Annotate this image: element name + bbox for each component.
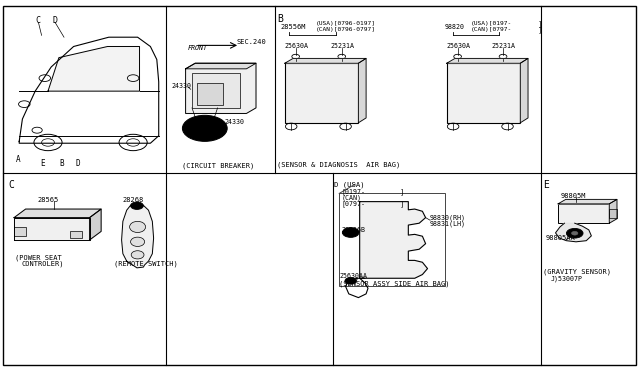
Polygon shape: [558, 199, 617, 204]
Bar: [197, 83, 223, 105]
Text: D: D: [52, 16, 58, 25]
Text: E: E: [543, 180, 548, 189]
Polygon shape: [358, 58, 366, 123]
Text: (REMOTE SWITCH): (REMOTE SWITCH): [114, 261, 178, 267]
Circle shape: [131, 202, 143, 209]
Text: E: E: [40, 159, 45, 168]
Text: (SENSOR & DIAGNOSIS  AIR BAG): (SENSOR & DIAGNOSIS AIR BAG): [277, 162, 401, 169]
Text: CONTROLER): CONTROLER): [21, 261, 63, 267]
Polygon shape: [186, 63, 256, 113]
Text: 25231A: 25231A: [330, 43, 355, 49]
Ellipse shape: [129, 221, 146, 232]
Text: A: A: [16, 155, 20, 164]
Polygon shape: [556, 223, 591, 242]
Text: J)53007P: J)53007P: [550, 275, 582, 282]
Text: 28565: 28565: [37, 197, 58, 203]
Polygon shape: [14, 209, 101, 218]
Text: 28556M: 28556M: [280, 24, 306, 30]
Circle shape: [566, 228, 583, 238]
Text: (POWER SEAT: (POWER SEAT: [15, 254, 62, 261]
Text: ]: ]: [538, 20, 542, 27]
Polygon shape: [48, 46, 140, 91]
Text: FRONT: FRONT: [188, 45, 207, 51]
Text: (USA)[0197-: (USA)[0197-: [470, 21, 511, 26]
Text: 98820: 98820: [445, 24, 465, 30]
Text: ]: ]: [399, 188, 404, 195]
Bar: [14, 227, 26, 236]
Text: 25630A: 25630A: [446, 43, 470, 49]
Text: D (USA): D (USA): [334, 181, 365, 188]
Bar: [192, 73, 240, 108]
Polygon shape: [122, 204, 154, 268]
Text: 24330: 24330: [172, 83, 191, 89]
Text: 98830(RH): 98830(RH): [430, 214, 466, 221]
Text: C: C: [35, 16, 40, 25]
Circle shape: [342, 228, 359, 237]
Text: 25630A: 25630A: [284, 43, 308, 49]
Polygon shape: [186, 63, 256, 69]
Text: 25630AA: 25630AA: [339, 273, 367, 279]
Circle shape: [348, 279, 353, 282]
Text: B: B: [59, 159, 63, 168]
Text: B: B: [277, 15, 283, 24]
Text: (CIRCUIT BREAKER): (CIRCUIT BREAKER): [182, 162, 254, 169]
Circle shape: [572, 231, 578, 235]
Bar: [285, 63, 358, 123]
Text: D: D: [76, 159, 80, 168]
Text: ]: ]: [538, 26, 542, 33]
Circle shape: [200, 125, 210, 131]
Polygon shape: [14, 218, 90, 240]
Text: 98805M: 98805M: [561, 193, 586, 199]
Polygon shape: [285, 58, 366, 63]
Bar: [70, 231, 82, 238]
Circle shape: [182, 115, 227, 141]
Polygon shape: [520, 58, 528, 123]
Bar: [609, 209, 617, 218]
Text: [0197-: [0197-: [342, 188, 366, 195]
Text: (CAN): (CAN): [342, 194, 362, 201]
Ellipse shape: [131, 237, 145, 247]
Text: (SENSOR ASSY SIDE AIR BAG): (SENSOR ASSY SIDE AIR BAG): [339, 281, 450, 288]
Text: C: C: [8, 180, 14, 189]
Text: 98805AA: 98805AA: [545, 235, 575, 241]
Ellipse shape: [131, 251, 144, 259]
Bar: [339, 193, 445, 286]
Text: (CAN)[0796-0797]: (CAN)[0796-0797]: [316, 27, 376, 32]
Circle shape: [345, 278, 356, 284]
Text: 25231A: 25231A: [492, 43, 516, 49]
Text: 28268: 28268: [123, 197, 144, 203]
Text: 98831(LH): 98831(LH): [430, 221, 466, 227]
Polygon shape: [609, 199, 617, 223]
Text: (CAN)[0797-: (CAN)[0797-: [470, 27, 511, 32]
Text: (GRAVITY SENSOR): (GRAVITY SENSOR): [543, 268, 611, 275]
Polygon shape: [90, 209, 101, 240]
Text: SEC.240: SEC.240: [237, 39, 266, 45]
Text: (USA)[0796-0197]: (USA)[0796-0197]: [316, 21, 376, 26]
Bar: [558, 204, 609, 223]
Polygon shape: [447, 58, 528, 63]
Circle shape: [348, 231, 354, 234]
Polygon shape: [360, 202, 428, 278]
Text: [0797-: [0797-: [342, 201, 366, 207]
Text: 24330: 24330: [224, 119, 244, 125]
Bar: [447, 63, 520, 123]
Text: 28556B: 28556B: [342, 227, 366, 233]
Text: ]: ]: [399, 201, 404, 207]
